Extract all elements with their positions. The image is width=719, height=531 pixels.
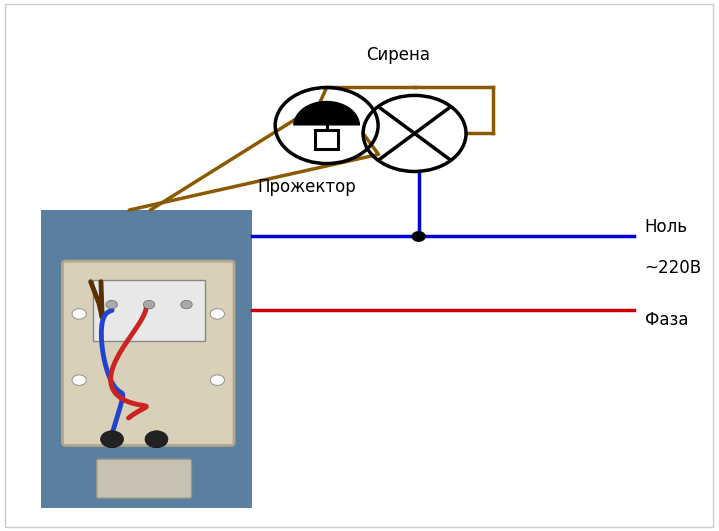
Circle shape — [101, 431, 124, 448]
FancyBboxPatch shape — [93, 280, 205, 340]
Text: Ноль: Ноль — [645, 218, 688, 236]
Text: ~220В: ~220В — [645, 259, 702, 277]
Text: Прожектор: Прожектор — [257, 178, 356, 196]
FancyBboxPatch shape — [63, 261, 234, 446]
Text: Сирена: Сирена — [366, 46, 430, 64]
Circle shape — [143, 301, 155, 309]
FancyBboxPatch shape — [41, 210, 252, 509]
Circle shape — [210, 375, 224, 386]
Circle shape — [210, 309, 224, 319]
Bar — [315, 130, 338, 149]
Circle shape — [72, 309, 86, 319]
Circle shape — [72, 375, 86, 386]
FancyBboxPatch shape — [97, 459, 191, 498]
Circle shape — [180, 301, 192, 309]
Circle shape — [106, 301, 117, 309]
Circle shape — [412, 232, 425, 241]
Text: Фаза: Фаза — [645, 311, 688, 329]
Wedge shape — [293, 101, 360, 125]
Circle shape — [145, 431, 168, 448]
